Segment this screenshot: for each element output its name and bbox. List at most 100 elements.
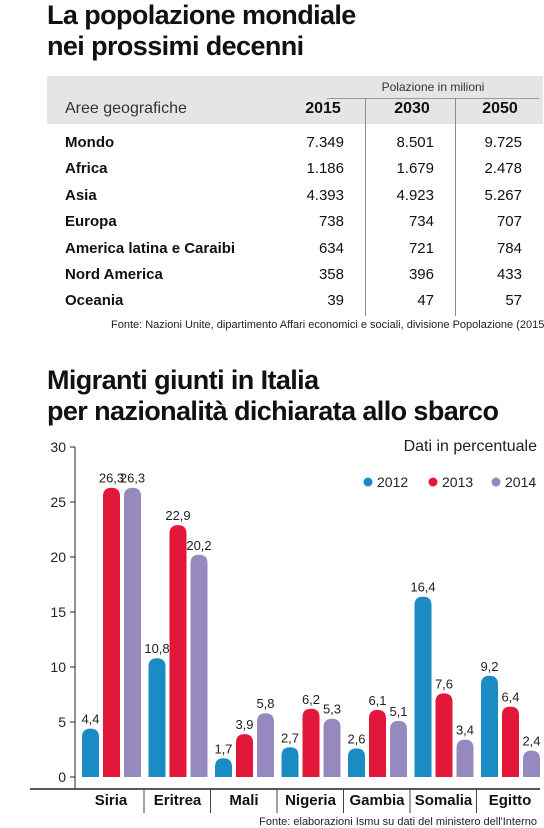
table-row-area: America latina e Caraibi — [65, 239, 236, 257]
y-tick-label: 0 — [58, 769, 66, 785]
data-label: 9,2 — [480, 659, 498, 674]
data-label: 5,8 — [256, 696, 274, 711]
header-year-2050: 2050 — [482, 100, 518, 117]
header-geo: Aree geografiche — [65, 100, 187, 117]
table-cell-2050: 57 — [505, 292, 522, 310]
table-title-line-2: nei prossimi decenni — [47, 31, 304, 61]
table-cell-2015: 738 — [318, 213, 344, 231]
bar-eritrea-2012 — [148, 658, 166, 777]
y-tick-label: 5 — [58, 714, 66, 730]
table-cell-2050: 784 — [496, 239, 522, 257]
table-cell-2015: 4.393 — [306, 186, 344, 204]
bar-somalia-2014 — [456, 739, 474, 777]
table-cell-2015: 634 — [318, 239, 344, 257]
migrants-bar-chart: Dati in percentuale 2012 2013 2014 0 5 10 15 2… — [30, 438, 541, 828]
x-label-gambia: Gambia — [349, 792, 405, 809]
legend-label-2014: 2014 — [505, 474, 536, 490]
table-cell-2050: 433 — [496, 266, 522, 283]
y-tick-label: 20 — [50, 549, 66, 565]
data-label: 3,9 — [235, 717, 253, 732]
unit-label: Polazione in milioni — [381, 80, 485, 94]
bar-egitto-2012 — [481, 675, 498, 777]
legend-label-2013: 2013 — [442, 474, 473, 490]
legend-swatch-2014 — [491, 477, 501, 487]
data-label: 2,6 — [347, 731, 365, 746]
unit-rule — [327, 98, 539, 99]
data-label: 1,7 — [214, 741, 232, 756]
table-cell-2050: 2.478 — [484, 160, 522, 178]
x-axis-labels: Siria Eritrea Mali Nigeria Gambia Somalia Egit… — [95, 789, 532, 813]
x-label-egitto: Egitto — [489, 792, 532, 809]
column-divider — [365, 98, 366, 316]
data-label: 22,9 — [165, 508, 190, 523]
bar-somalia-2012 — [414, 596, 432, 777]
bar-nigeria-2013 — [302, 708, 320, 777]
column-divider — [455, 98, 456, 316]
bar-eritrea-2013 — [169, 525, 187, 777]
table-cell-2030: 396 — [408, 266, 434, 283]
bar-gambia-2013 — [369, 709, 386, 777]
bar-series: 4,426,326,310,822,920,21,73,95,82,76,25,… — [81, 471, 541, 777]
table-row-area: Oceania — [65, 292, 124, 310]
header-year-2030: 2030 — [394, 100, 430, 117]
table-header-band — [47, 76, 543, 124]
chart-legend: 2012 2013 2014 — [363, 474, 536, 490]
population-table: Polazione in milioni Aree geografiche 20… — [47, 76, 543, 316]
x-label-nigeria: Nigeria — [285, 792, 337, 809]
chart-subtitle: Dati in percentuale — [404, 438, 538, 455]
table-cell-2050: 707 — [496, 213, 522, 231]
bar-siria-2014 — [124, 487, 141, 777]
bar-egitto-2013 — [502, 706, 519, 777]
bar-gambia-2012 — [348, 748, 365, 777]
chart-title-line-1: Migranti giunti in Italia — [47, 365, 319, 395]
data-label: 6,2 — [302, 692, 320, 707]
table-row-area: Europa — [65, 213, 117, 231]
legend-label-2012: 2012 — [377, 474, 408, 490]
table-row-area: Asia — [65, 186, 97, 204]
data-label: 20,2 — [186, 538, 211, 553]
data-label: 5,1 — [389, 704, 407, 719]
bar-somalia-2013 — [435, 693, 453, 777]
table-cell-2015: 39 — [327, 292, 344, 310]
data-label: 5,3 — [323, 702, 341, 717]
table-cell-2030: 1.679 — [396, 160, 434, 178]
data-label: 26,3 — [120, 471, 145, 486]
data-label: 10,8 — [144, 641, 169, 656]
x-label-mali: Mali — [229, 792, 258, 809]
legend-swatch-2012 — [363, 477, 373, 487]
table-cell-2015: 358 — [318, 266, 344, 283]
chart-title-line-2: per nazionalità dichiarata allo sbarco — [47, 396, 499, 426]
y-tick-label: 15 — [50, 604, 66, 620]
x-label-eritrea: Eritrea — [154, 792, 202, 809]
table-cell-2015: 7.349 — [306, 134, 344, 151]
bar-gambia-2014 — [390, 720, 407, 777]
table-title-line-1: La popolazione mondiale — [47, 0, 356, 30]
chart-source: Fonte: elaborazioni Ismu su dati del min… — [259, 816, 537, 828]
table-row-area: Nord America — [65, 266, 163, 283]
table-cell-2030: 734 — [408, 213, 434, 231]
bar-siria-2012 — [82, 728, 99, 777]
y-axis: 0 5 10 15 20 25 30 — [30, 439, 540, 790]
bar-mali-2014 — [257, 713, 274, 777]
bar-eritrea-2014 — [190, 554, 208, 777]
table-cell-2015: 1.186 — [306, 160, 344, 178]
table-cell-2030: 4.923 — [396, 186, 434, 204]
x-label-siria: Siria — [95, 792, 128, 809]
table-cell-2030: 47 — [417, 292, 434, 310]
table-row-area: Mondo — [65, 134, 115, 151]
table-cell-2030: 721 — [408, 239, 434, 257]
x-label-somalia: Somalia — [415, 792, 473, 809]
y-tick-label: 10 — [50, 659, 66, 675]
table-cell-2050: 5.267 — [484, 186, 522, 204]
table-cell-2050: 9.725 — [484, 134, 522, 151]
data-label: 6,4 — [501, 690, 519, 705]
data-label: 7,6 — [435, 676, 453, 691]
table-row-area: Africa — [65, 160, 108, 178]
bar-nigeria-2012 — [281, 747, 299, 777]
bar-nigeria-2014 — [323, 718, 341, 777]
data-label: 2,7 — [281, 730, 299, 745]
data-label: 3,4 — [456, 723, 474, 738]
data-label: 26,3 — [99, 471, 124, 486]
data-label: 4,4 — [81, 712, 99, 727]
bar-siria-2013 — [103, 487, 120, 777]
